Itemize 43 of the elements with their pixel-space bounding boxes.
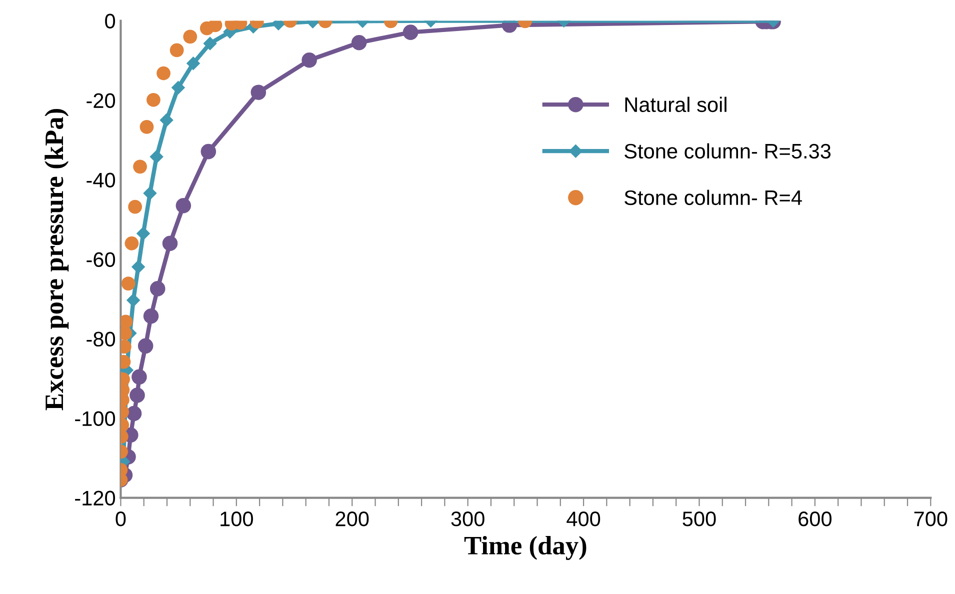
- y-tick-label: -20: [86, 93, 116, 108]
- legend-label: Natural soil: [625, 96, 726, 112]
- point: [136, 226, 150, 240]
- y-tick-label: -120: [75, 490, 116, 506]
- legend-label: Stone column- R=4: [624, 190, 802, 206]
- point: [150, 150, 164, 164]
- x-tick-label: 500: [682, 512, 716, 526]
- x-tick-label: 300: [451, 512, 484, 526]
- point: [351, 35, 367, 50]
- point: [176, 198, 192, 214]
- point: [302, 52, 317, 68]
- x-tick-label: 100: [220, 512, 253, 526]
- point: [172, 80, 185, 94]
- point: [200, 144, 216, 160]
- point: [250, 84, 266, 100]
- x-tick-label: 200: [336, 512, 369, 526]
- point: [132, 260, 145, 274]
- x-tick-label: 0: [116, 512, 126, 526]
- point: [402, 24, 418, 40]
- point: [126, 406, 142, 422]
- x-tick-label: 600: [798, 512, 832, 526]
- y-tick-label: -60: [86, 252, 116, 268]
- y-axis-title: Excess pore pressure (kPa): [44, 109, 69, 410]
- point: [162, 236, 178, 252]
- point: [120, 314, 133, 329]
- x-tick-label: 400: [566, 512, 600, 526]
- point: [126, 294, 140, 307]
- point: [186, 56, 200, 70]
- y-tick-label: -100: [75, 411, 116, 426]
- point: [143, 308, 159, 324]
- point: [203, 36, 217, 50]
- y-tick-label: -80: [86, 332, 116, 347]
- point: [138, 338, 154, 354]
- y-tick-label: 0: [105, 14, 116, 29]
- y-tick-label: -40: [86, 172, 116, 188]
- point: [132, 369, 147, 385]
- x-tick-label: 700: [914, 512, 948, 526]
- x-axis-title: Time (day): [464, 536, 586, 560]
- point: [160, 114, 174, 127]
- point: [130, 388, 145, 403]
- legend-label: Stone column- R=5.33: [624, 143, 831, 159]
- point: [150, 281, 166, 296]
- point: [143, 186, 157, 200]
